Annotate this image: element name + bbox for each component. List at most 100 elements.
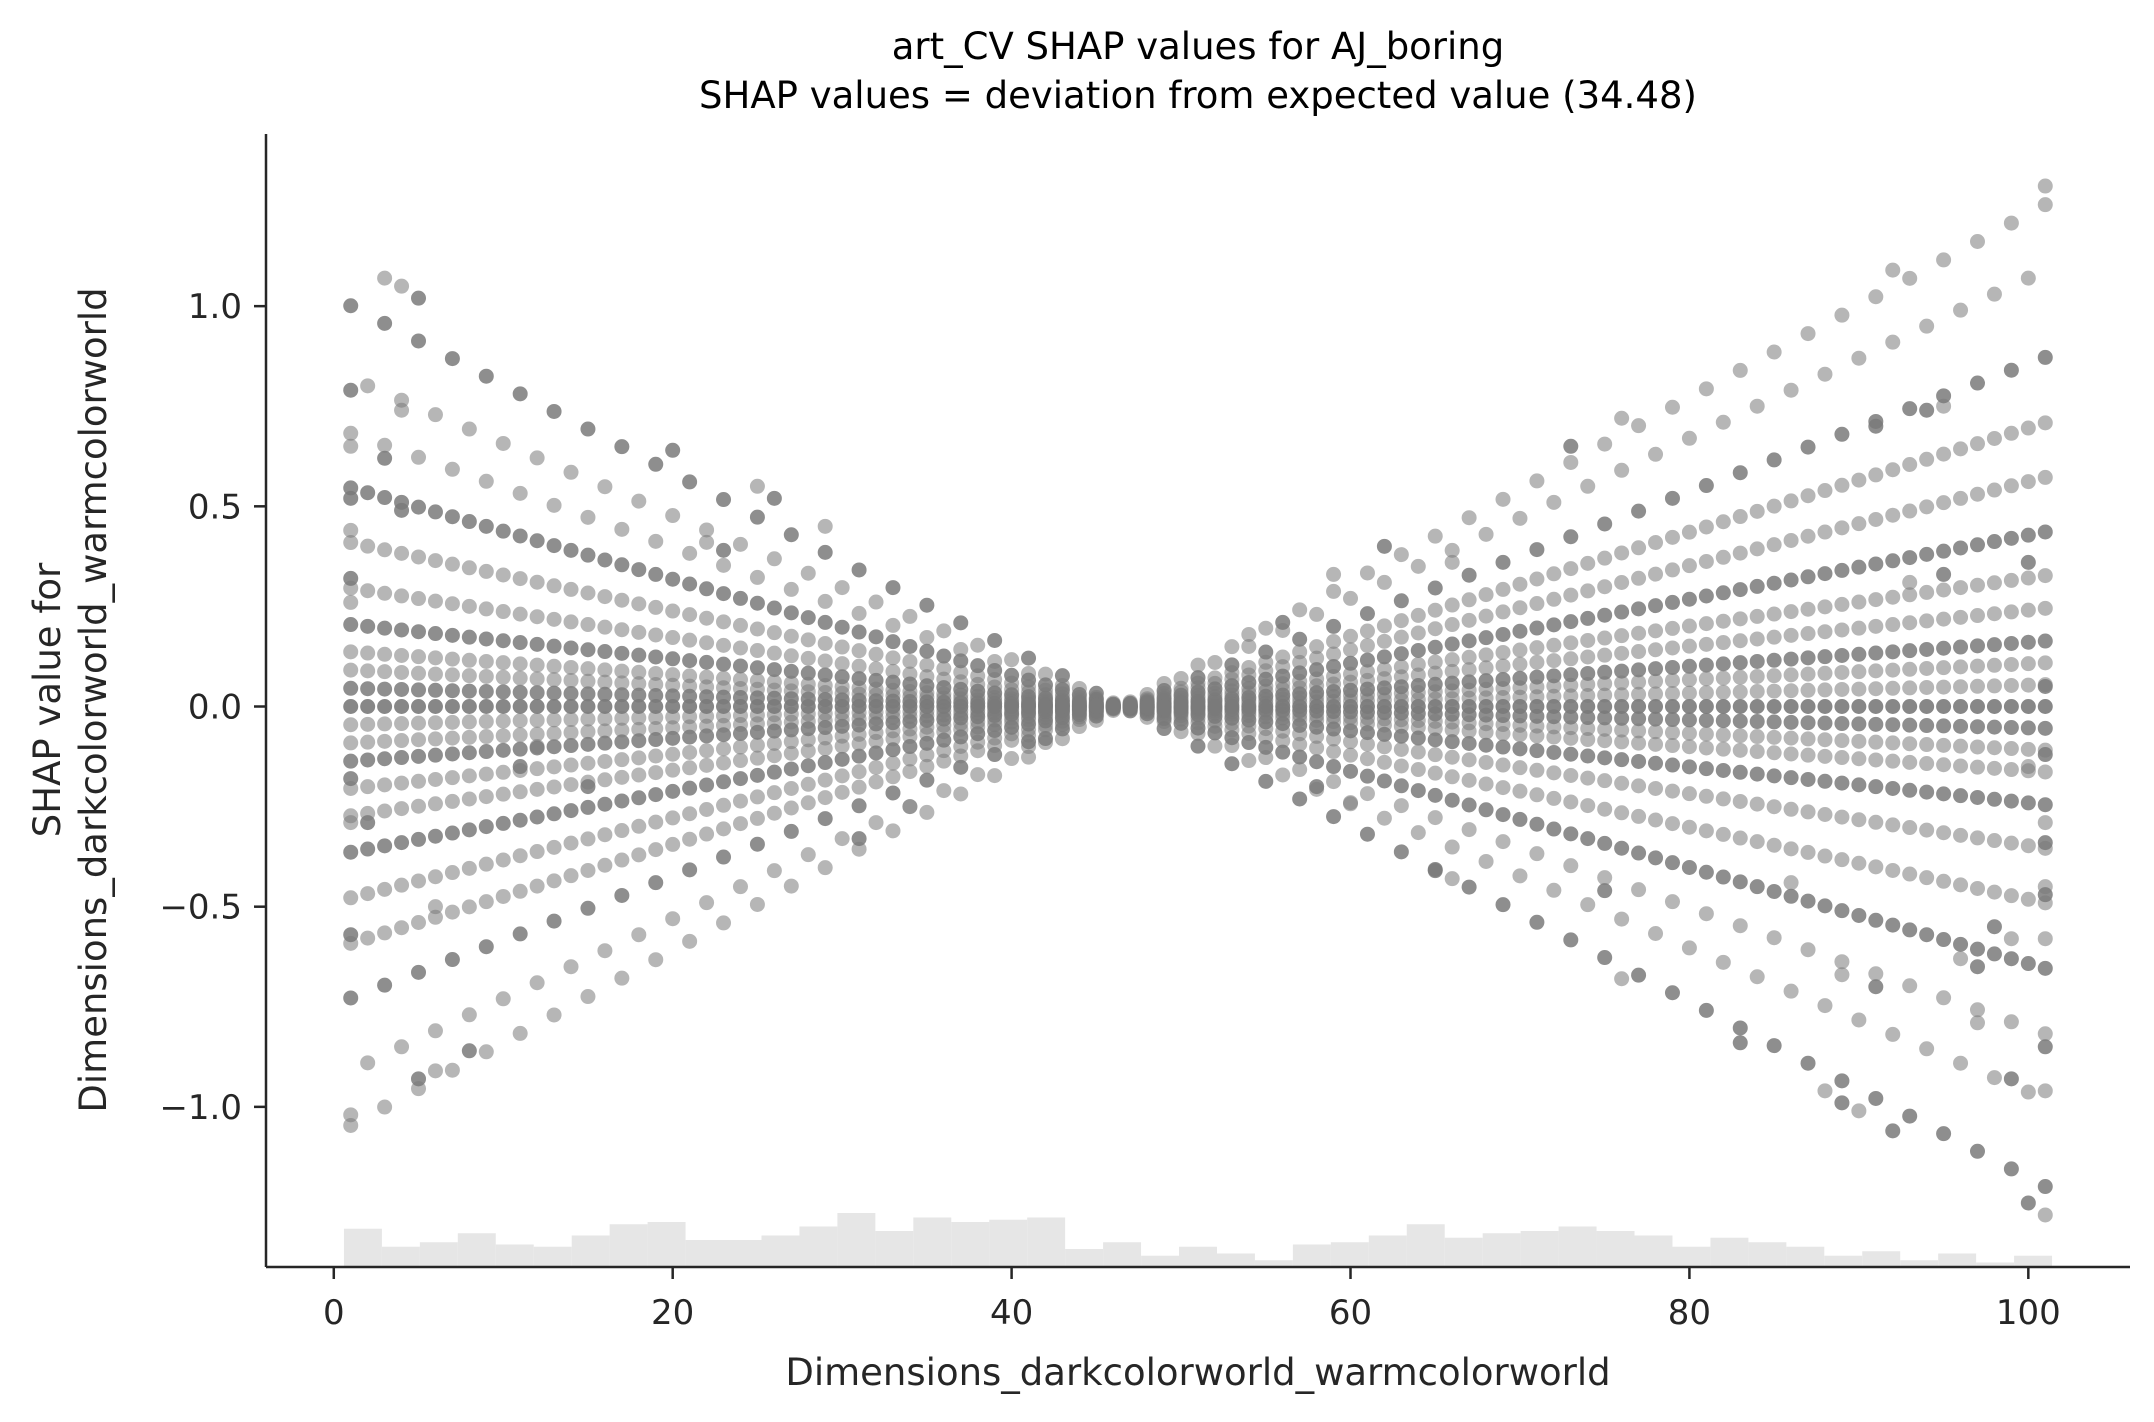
data-point — [1851, 1103, 1867, 1119]
data-point — [1868, 966, 1884, 982]
data-point — [1749, 699, 1765, 715]
data-point — [461, 560, 477, 576]
data-point — [1732, 669, 1748, 685]
data-point — [495, 604, 511, 620]
data-point — [563, 777, 579, 793]
data-point — [1936, 582, 1952, 598]
data-point — [1648, 598, 1664, 614]
data-point — [478, 699, 494, 715]
data-point — [716, 741, 732, 757]
data-point — [495, 764, 511, 780]
data-point — [1614, 775, 1630, 791]
data-point — [546, 839, 562, 855]
data-point — [546, 497, 562, 513]
data-point — [766, 748, 782, 764]
data-point — [749, 810, 765, 826]
data-point — [783, 734, 799, 750]
data-point — [665, 651, 681, 667]
data-point — [1936, 699, 1952, 715]
data-point — [1969, 375, 1985, 391]
data-point — [444, 825, 460, 841]
data-point — [1800, 715, 1816, 731]
data-point — [1749, 578, 1765, 594]
data-point — [1393, 659, 1409, 675]
data-point — [2003, 888, 2019, 904]
data-point — [1444, 792, 1460, 808]
data-point — [563, 542, 579, 558]
data-point — [1715, 713, 1731, 729]
data-point — [1614, 699, 1630, 715]
data-point — [1563, 746, 1579, 762]
data-point — [783, 663, 799, 679]
data-point — [444, 714, 460, 730]
data-point — [563, 738, 579, 754]
data-point — [495, 684, 511, 700]
data-point — [360, 779, 376, 795]
y-axis-label: SHAP value for Dimensions_darkcolorworld… — [26, 287, 115, 1112]
data-point — [1563, 614, 1579, 630]
data-point — [1512, 670, 1528, 686]
data-point — [885, 699, 901, 715]
data-point — [766, 645, 782, 661]
data-point — [411, 499, 427, 515]
data-point — [1715, 635, 1731, 651]
data-point — [1614, 628, 1630, 644]
data-point — [563, 725, 579, 741]
data-point — [360, 841, 376, 857]
data-point — [1851, 855, 1867, 871]
data-point — [665, 677, 681, 693]
data-point — [817, 593, 833, 609]
data-point — [868, 594, 884, 610]
data-point — [732, 753, 748, 769]
data-point — [1851, 699, 1867, 715]
data-point — [1749, 729, 1765, 745]
data-point — [817, 635, 833, 651]
data-point — [716, 614, 732, 630]
data-point — [1648, 642, 1664, 658]
data-point — [1969, 638, 1985, 654]
data-point — [800, 610, 816, 626]
data-point — [444, 746, 460, 762]
data-point — [377, 490, 393, 506]
histogram-bar — [1292, 1244, 1331, 1267]
data-point — [1919, 1041, 1935, 1057]
data-point — [953, 759, 969, 775]
data-point — [1698, 616, 1714, 632]
data-point — [902, 764, 918, 780]
data-point — [1715, 414, 1731, 430]
data-point — [1444, 636, 1460, 652]
data-point — [1495, 671, 1511, 687]
data-point — [1817, 898, 1833, 914]
data-point — [1953, 490, 1969, 506]
data-point — [2037, 815, 2053, 831]
data-point — [1834, 903, 1850, 919]
data-point — [1698, 685, 1714, 701]
data-point — [648, 699, 664, 715]
data-point — [1919, 699, 1935, 715]
data-point — [1631, 808, 1647, 824]
data-point — [614, 622, 630, 638]
data-point — [1444, 597, 1460, 613]
data-point — [377, 646, 393, 662]
data-point — [1461, 612, 1477, 628]
data-point — [1292, 644, 1308, 660]
data-point — [614, 557, 630, 573]
data-point — [1902, 754, 1918, 770]
data-point — [749, 569, 765, 585]
data-point — [427, 747, 443, 763]
data-point — [1512, 510, 1528, 526]
data-point — [2037, 747, 2053, 763]
data-point — [1851, 472, 1867, 488]
data-point — [1461, 510, 1477, 526]
data-point — [2037, 349, 2053, 365]
data-point — [817, 741, 833, 757]
data-point — [2020, 1084, 2036, 1100]
data-point — [1800, 666, 1816, 682]
data-point — [1919, 784, 1935, 800]
histogram-bar — [419, 1242, 458, 1267]
data-point — [648, 732, 664, 748]
data-point — [1715, 585, 1731, 601]
data-point — [1749, 683, 1765, 699]
data-point — [1681, 819, 1697, 835]
data-point — [766, 551, 782, 567]
